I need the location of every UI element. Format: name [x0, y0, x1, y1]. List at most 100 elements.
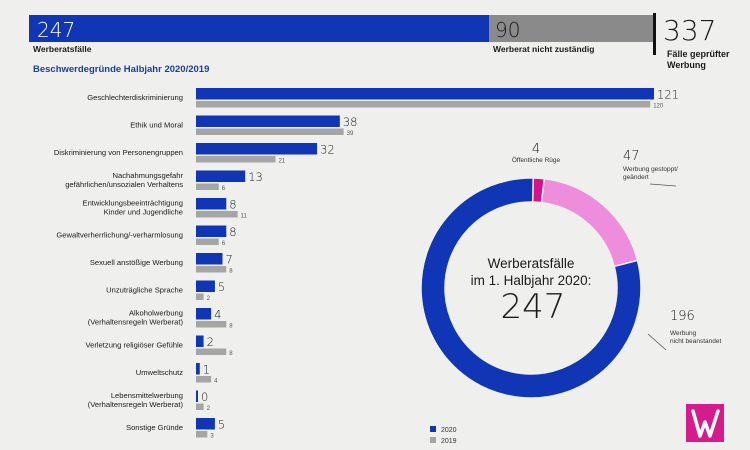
value-label-2020: 8: [229, 198, 236, 212]
category-label: Diskriminierung von Personengruppen: [54, 148, 183, 157]
legend-label: 2019: [441, 438, 457, 445]
category-label: Verletzung religiöser Gefühle: [85, 341, 183, 350]
slice-value: 4: [532, 142, 540, 157]
value-label-2019: 2: [207, 406, 211, 412]
bar-2019: [196, 431, 208, 438]
bar-2020: [196, 253, 223, 265]
bar-2019: [196, 348, 227, 355]
bar-group: Nachahmungsgefahr gefährlichen/unsozialen…: [65, 170, 263, 192]
bar-group: Entwicklungsbeeinträchtigung Kinder und J…: [83, 198, 248, 220]
value-label-2020: 13: [248, 170, 263, 184]
category-label: Entwicklungsbeeinträchtigung Kinder und J…: [83, 199, 183, 217]
value-label-2019: 3: [210, 434, 214, 440]
value-label-2019: 8: [229, 324, 233, 330]
bar-group: Umweltschutz 14: [136, 363, 218, 385]
donut-center-line1: Werberatsfälle: [488, 256, 575, 271]
category-label: Geschlechterdiskriminierung: [87, 93, 183, 102]
werberat-count: 247: [37, 18, 75, 42]
bar-2020: [196, 170, 246, 182]
value-label-2019: 6: [222, 241, 226, 247]
value-label-2020: 5: [218, 418, 225, 432]
value-label-2019: 8: [229, 269, 233, 275]
category-label: Sonstige Gründe: [126, 423, 183, 432]
category-label: Sexuell anstößige Werbung: [90, 258, 183, 267]
value-label-2020: 121: [657, 88, 679, 102]
werberat-count-label: Werberatsfälle: [33, 44, 92, 54]
bar-group: Ethik und Moral 38 39: [130, 115, 357, 137]
value-label-2020: 8: [229, 225, 236, 239]
donut-center-value: 247: [501, 287, 566, 327]
legend-label: 2020: [441, 427, 457, 434]
chart-title: Beschwerdegründe Halbjahr 2020/2019: [33, 64, 209, 75]
bar-2020: [196, 143, 318, 155]
donut-slice: [420, 177, 642, 399]
slice-value: 47: [623, 149, 640, 164]
value-label-2020: 7: [225, 253, 232, 267]
bar-2019: [196, 183, 219, 190]
value-label-2019: 11: [241, 214, 248, 220]
slice-annotation: 47 Werbung gestoppt/geändert: [623, 149, 678, 187]
bar-2019: [196, 293, 204, 300]
total-count: 337: [663, 14, 716, 47]
bar-2019: [196, 101, 651, 108]
slice-label: Werbung gestoppt/geändert: [623, 166, 678, 181]
slice-annotation: 196 Werbung nicht beanstandet: [647, 309, 722, 351]
value-label-2019: 6: [222, 186, 226, 192]
legend-swatch: [430, 437, 436, 443]
bar-group: Diskriminierung von Personengruppen 32 21: [54, 143, 335, 165]
bar-2020: [196, 335, 204, 347]
leader-line: [649, 183, 677, 187]
bar-group: Sexuell anstößige Werbung 7 8: [90, 253, 233, 275]
value-label-2020: 1: [203, 363, 210, 377]
slice-value: 196: [670, 309, 695, 324]
not-responsible-summary-bar: [489, 15, 654, 42]
bar-2019: [196, 321, 227, 328]
bar-2020: [196, 198, 227, 210]
value-label-2020: 38: [343, 115, 358, 129]
category-label: Nachahmungsgefahr gefährlichen/unsozialen…: [65, 171, 183, 189]
werberat-summary-bar: [29, 15, 489, 42]
bar-group: Sonstige Gründe 53: [126, 418, 225, 440]
value-label-2019: 8: [229, 351, 233, 357]
leader-line: [647, 333, 667, 351]
bar-group: Gewaltverherrlichung/-verharmlosung 86: [56, 225, 236, 247]
slice-label: Öffentliche Rüge: [512, 156, 561, 164]
value-label-2020: 2: [207, 335, 214, 349]
bar-2020: [196, 280, 215, 292]
value-label-2020: 32: [320, 143, 335, 157]
legend: 2020 2019: [430, 426, 457, 445]
value-label-2019: 120: [653, 104, 664, 110]
bar-group: Alkoholwerbung (Verhaltensregeln Werberat…: [88, 308, 234, 330]
category-label: Alkoholwerbung (Verhaltensregeln Werberat…: [88, 309, 184, 327]
bar-group: Unzuträgliche Sprache 5 2: [106, 280, 225, 302]
category-label: Gewaltverherrlichung/-verharmlosung: [56, 231, 183, 240]
bar-group: Geschlechterdiskriminierung 121 120: [87, 88, 679, 110]
werberat-logo: [686, 404, 724, 442]
value-label-2019: 39: [347, 131, 354, 137]
total-label-line1: Fälle geprüfter: [667, 49, 730, 59]
bar-2019: [196, 403, 204, 410]
value-label-2020: 4: [214, 308, 221, 322]
donut-center-line2: im 1. Halbjahr 2020:: [471, 273, 592, 288]
bar-2020: [196, 390, 198, 402]
bar-2020: [196, 363, 200, 375]
bar-group: Verletzung religiöser Gefühle 2 8: [85, 335, 233, 357]
bar-2019: [196, 128, 344, 135]
value-label-2019: 4: [214, 379, 218, 385]
category-label: Unzuträgliche Sprache: [106, 286, 183, 295]
not-responsible-label: Werberat nicht zuständig: [493, 44, 594, 54]
bar-2019: [196, 376, 212, 383]
category-label: Umweltschutz: [136, 368, 183, 377]
bar-2020: [196, 88, 654, 100]
not-responsible-count: 90: [495, 18, 520, 42]
summary-divider: [653, 13, 656, 55]
value-label-2019: 21: [278, 159, 285, 165]
bar-2020: [196, 225, 227, 237]
category-label: Lebensmittelwerbung (Verhaltensregeln Wer…: [88, 391, 184, 409]
total-label-line2: Werbung: [667, 60, 706, 70]
bar-2020: [196, 418, 215, 430]
